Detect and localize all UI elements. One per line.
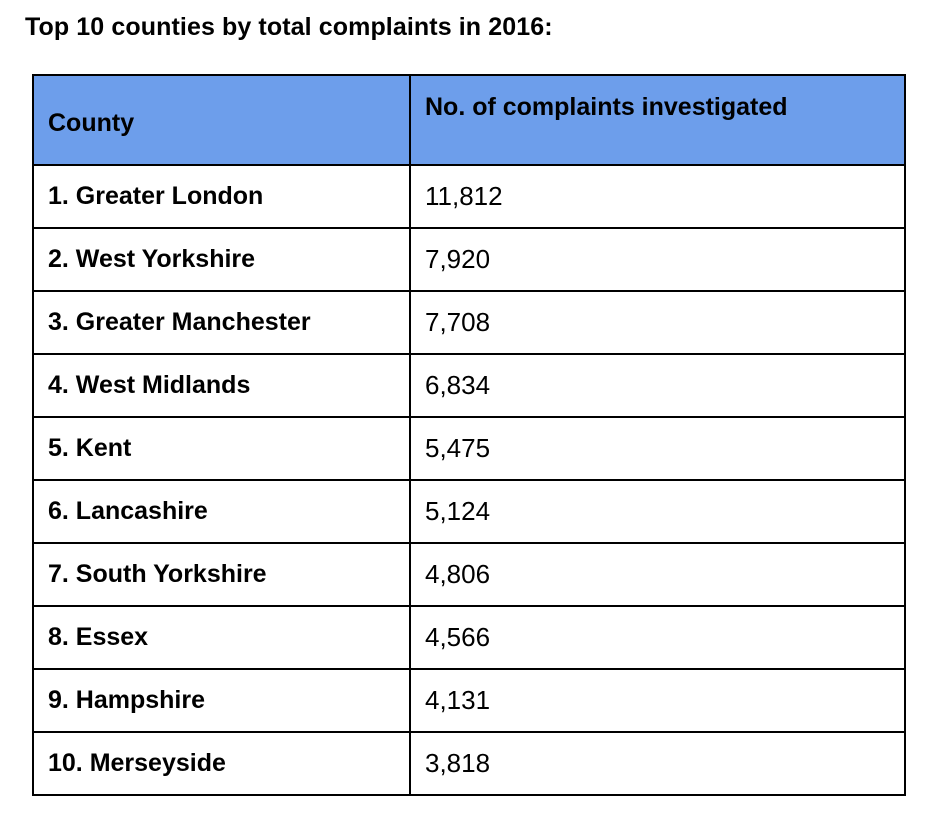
table-row: 8. Essex 4,566 [32,605,906,670]
complaints-count-cell: 5,475 [409,416,906,481]
table-row: 3. Greater Manchester 7,708 [32,290,906,355]
county-cell: 6. Lancashire [32,479,411,544]
complaints-count-cell: 4,566 [409,605,906,670]
county-cell: 5. Kent [32,416,411,481]
county-cell: 1. Greater London [32,164,411,229]
county-cell: 4. West Midlands [32,353,411,418]
table-row: 9. Hampshire 4,131 [32,668,906,733]
complaints-count-cell: 6,834 [409,353,906,418]
table-row: 5. Kent 5,475 [32,416,906,481]
table-row: 4. West Midlands 6,834 [32,353,906,418]
complaints-count-cell: 4,131 [409,668,906,733]
column-header-county: County [32,74,411,166]
complaints-table: County No. of complaints investigated 1.… [32,74,906,796]
complaints-count-cell: 7,920 [409,227,906,292]
complaints-count-cell: 5,124 [409,479,906,544]
complaints-count-cell: 11,812 [409,164,906,229]
county-cell: 3. Greater Manchester [32,290,411,355]
table-row: 1. Greater London 11,812 [32,164,906,229]
complaints-count-cell: 3,818 [409,731,906,796]
column-header-complaints: No. of complaints investigated [409,74,906,166]
table-row: 2. West Yorkshire 7,920 [32,227,906,292]
county-cell: 7. South Yorkshire [32,542,411,607]
table-row: 10. Merseyside 3,818 [32,731,906,796]
county-cell: 2. West Yorkshire [32,227,411,292]
county-cell: 8. Essex [32,605,411,670]
page-title: Top 10 counties by total complaints in 2… [25,13,553,41]
county-cell: 9. Hampshire [32,668,411,733]
complaints-count-cell: 7,708 [409,290,906,355]
table-row: 7. South Yorkshire 4,806 [32,542,906,607]
complaints-count-cell: 4,806 [409,542,906,607]
table-row: 6. Lancashire 5,124 [32,479,906,544]
county-cell: 10. Merseyside [32,731,411,796]
table-header-row: County No. of complaints investigated [32,74,906,166]
